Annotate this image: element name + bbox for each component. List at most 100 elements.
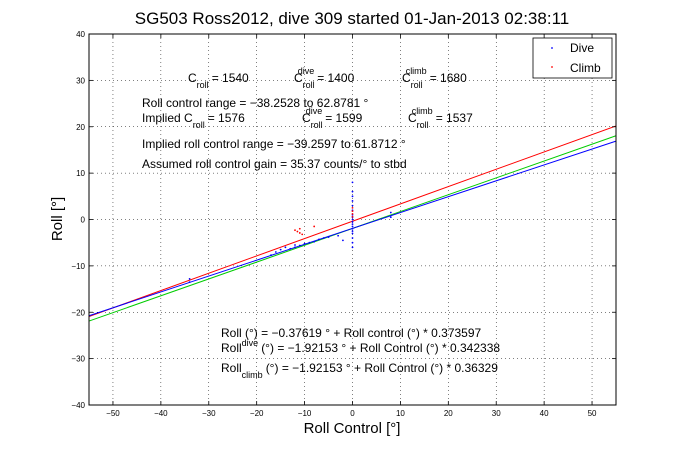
y-tick-label: −40 [71, 401, 85, 410]
legend-climb-marker [551, 66, 553, 68]
dive-point [294, 246, 296, 249]
dive-point [351, 241, 354, 244]
dive-point [351, 195, 354, 198]
annotation-c-roll-base: C [188, 71, 197, 85]
dive-point [351, 237, 354, 239]
annotation-eq-dive-sub: dive [242, 338, 259, 348]
annotations: Croll = 1540 Crolldive = 1400 Crollclimb = … [142, 66, 500, 380]
x-tick-label: 0 [350, 409, 355, 418]
dive-point [289, 247, 292, 250]
annotation-implied-c-roll-dive: Croll dive = 1599 [302, 106, 363, 130]
annotation-implied-c-roll-prefix: Implied C [142, 111, 193, 125]
climb-point [298, 227, 301, 230]
annotation-implied-c-roll-climb: Croll climb = 1537 [408, 106, 473, 130]
annotation-c-roll-climb-base: C [402, 71, 411, 85]
climb-point [351, 207, 354, 209]
annotation-c-roll-climb: Croll climb = 1680 [402, 66, 467, 90]
annotation-assumed-gain: Assumed roll control gain = 35.37 counts… [142, 157, 407, 171]
dive-point [351, 190, 354, 193]
y-axis-label: Roll [°] [49, 197, 66, 241]
legend-dive-label: Dive [570, 41, 594, 55]
dive-point [298, 244, 301, 247]
legend-climb-label: Climb [570, 61, 601, 75]
dive-point [279, 248, 282, 251]
annotation-eq-climb-rest: (°) = −1.92153 ° + Roll Control (°) * 0.… [266, 361, 499, 375]
annotation-eq-dive-rest: (°) = −1.92153 ° + Roll Control (°) * 0.… [261, 341, 500, 355]
x-tick-label: −40 [154, 409, 168, 418]
y-tick-label: 0 [81, 216, 86, 225]
annotation-implied-c-roll-dive-base: C [302, 111, 311, 125]
annotation-eq-climb-base: Roll [221, 361, 242, 375]
y-tick-label: −10 [71, 262, 85, 271]
annotation-eq-all: Roll (°) = −0.37619 ° + Roll control (°)… [221, 326, 482, 340]
y-tick-label: 20 [76, 123, 85, 132]
dive-point [327, 236, 330, 239]
y-tick-label: 40 [76, 30, 85, 39]
dive-point [351, 232, 354, 235]
climb-point [351, 210, 354, 213]
annotation-c-roll-dive-base: C [294, 71, 303, 85]
x-tick-label: 30 [492, 409, 501, 418]
dive-point [351, 227, 354, 230]
x-tick-label: 10 [396, 409, 405, 418]
dive-point [351, 220, 354, 223]
annotation-implied-c-roll-dive-sup: dive [306, 106, 323, 116]
annotation-c-roll-dive: Croll dive = 1400 [294, 66, 355, 90]
x-tick-label: 40 [540, 409, 549, 418]
dive-point [313, 240, 316, 243]
annotation-c-roll-climb-value: = 1680 [430, 71, 467, 85]
annotation-implied-c-roll-climb-sup: climb [412, 106, 433, 116]
y-tick-label: −30 [71, 355, 85, 364]
climb-point [351, 215, 354, 218]
annotation-implied-c-roll-dive-value: = 1599 [325, 111, 362, 125]
dive-point [284, 246, 287, 249]
x-tick-label: −20 [250, 409, 264, 418]
dive-point [351, 225, 354, 228]
annotation-eq-climb: Rollclimb (°) = −1.92153 ° + Roll Control… [221, 361, 498, 380]
dive-point [294, 244, 296, 246]
dive-point [351, 246, 354, 249]
annotation-implied-c-roll-dive-sub: roll [311, 120, 323, 130]
x-tick-label: −10 [298, 409, 312, 418]
x-axis-label: Roll Control [°] [304, 420, 401, 437]
annotation-c-roll-dive-sub: roll [303, 80, 315, 90]
dive-point [351, 230, 354, 232]
climb-point [351, 213, 354, 215]
climb-point [313, 225, 316, 228]
annotation-c-roll-climb-sub: roll [411, 80, 423, 90]
annotation-eq-dive-base: Roll [221, 341, 242, 355]
annotation-c-roll-climb-sup: climb [406, 66, 427, 76]
annotation-roll-range: Roll control range = −38.2528 to 62.8781… [142, 96, 368, 110]
dive-point [351, 204, 354, 207]
dive-point [351, 200, 354, 202]
annotation-implied-c-roll-climb-sub: roll [417, 120, 429, 130]
legend-dive-marker [551, 47, 553, 49]
annotation-implied-c-roll-climb-base: C [408, 111, 417, 125]
dive-point [337, 234, 340, 237]
annotation-eq-dive: Rolldive (°) = −1.92153 ° + Roll Control … [221, 338, 500, 355]
dive-point [188, 277, 191, 280]
dive-point [308, 241, 311, 244]
dive-point [351, 223, 354, 226]
dive-point [303, 242, 306, 245]
x-tick-label: −50 [106, 409, 120, 418]
dive-point [322, 237, 325, 239]
dive-point [188, 281, 191, 284]
y-tick-label: 30 [76, 76, 85, 85]
x-tick-label: 50 [588, 409, 597, 418]
dive-point [351, 181, 354, 184]
dive-point [270, 254, 272, 257]
climb-point [294, 229, 296, 232]
data-points [188, 181, 392, 284]
annotation-c-roll-dive-sup: dive [298, 66, 315, 76]
climb-point [298, 232, 301, 234]
x-tick-label: 20 [444, 409, 453, 418]
y-tick-label: 10 [76, 169, 85, 178]
dive-point [342, 239, 344, 242]
dive-point [389, 216, 392, 219]
annotation-implied-c-roll-sub: roll [193, 120, 205, 130]
dive-point [351, 218, 354, 221]
climb-point [301, 233, 304, 236]
y-tick-labels: −40 −30 −20 −10 0 10 20 30 40 [71, 30, 85, 410]
